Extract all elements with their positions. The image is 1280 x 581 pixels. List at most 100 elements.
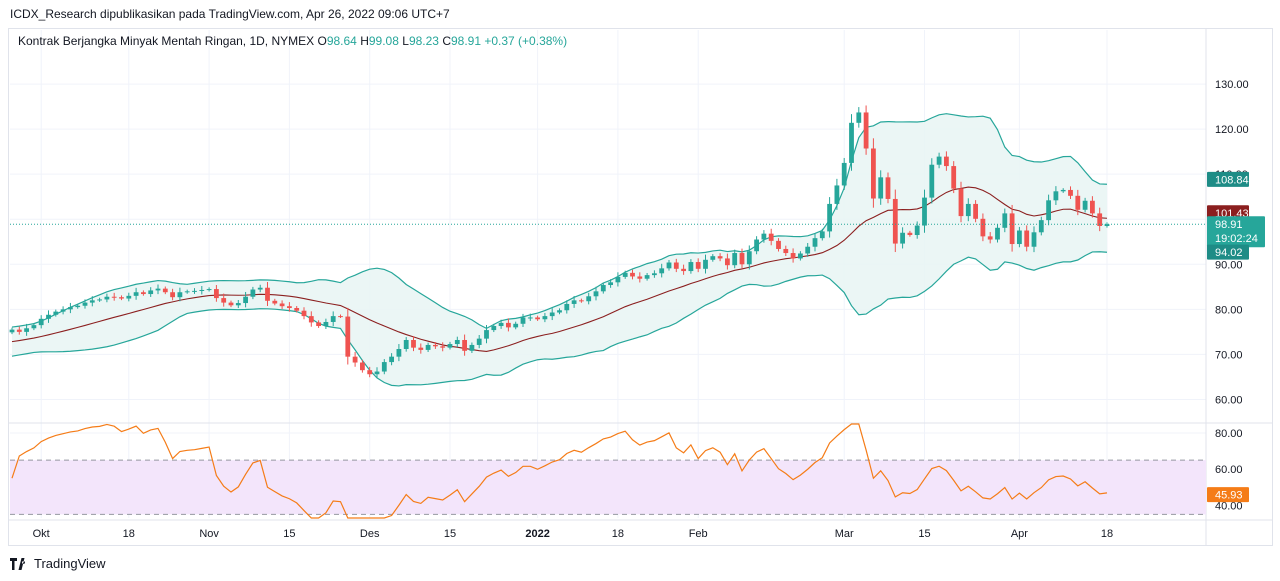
candle[interactable] [111, 292, 117, 301]
candle[interactable] [425, 342, 431, 352]
candle[interactable] [630, 269, 635, 280]
candle[interactable] [1082, 197, 1088, 213]
candle[interactable] [936, 152, 942, 169]
candle[interactable] [798, 251, 803, 261]
candle[interactable] [330, 311, 336, 327]
candle[interactable] [878, 170, 884, 205]
symbol-legend[interactable]: Kontrak Berjangka Minyak Mentah Ringan, … [18, 34, 567, 48]
candle[interactable] [462, 334, 467, 356]
candle[interactable] [535, 315, 540, 321]
candle[interactable] [666, 260, 672, 271]
candle[interactable] [119, 295, 124, 301]
candle[interactable] [16, 326, 22, 335]
candle[interactable] [761, 230, 767, 243]
candle[interactable] [491, 323, 497, 333]
candle[interactable] [885, 172, 891, 204]
candle[interactable] [637, 272, 643, 283]
candle[interactable] [484, 324, 489, 344]
candle[interactable] [345, 307, 351, 365]
candle[interactable] [367, 366, 373, 378]
candle[interactable] [1017, 226, 1022, 248]
candle[interactable] [812, 233, 818, 252]
candle[interactable] [316, 320, 321, 328]
candle[interactable] [199, 286, 205, 295]
time-axis[interactable]: Okt 18 Nov 15 Des 15 2022 18 Feb Mar 15 Apr 18 [33, 528, 1113, 540]
candle[interactable] [506, 318, 511, 332]
candle[interactable] [513, 321, 519, 330]
candle[interactable] [549, 308, 555, 321]
candle[interactable] [454, 336, 460, 348]
candle[interactable] [571, 295, 577, 308]
candle[interactable] [396, 344, 402, 362]
candle[interactable] [170, 288, 175, 301]
candle[interactable] [746, 245, 752, 270]
candle[interactable] [308, 311, 314, 327]
candle[interactable] [1060, 188, 1066, 193]
candle[interactable] [148, 287, 154, 297]
candle[interactable] [433, 342, 438, 349]
candle[interactable] [593, 286, 599, 301]
candle[interactable] [279, 300, 285, 310]
candle[interactable] [841, 157, 847, 190]
candle[interactable] [527, 313, 533, 321]
candle[interactable] [922, 189, 927, 233]
candle[interactable] [265, 281, 270, 307]
candle[interactable] [695, 258, 701, 273]
candle[interactable] [287, 302, 292, 312]
candle[interactable] [250, 286, 256, 300]
candle[interactable] [564, 300, 570, 314]
candle[interactable] [24, 323, 29, 336]
candle[interactable] [644, 272, 650, 281]
candle[interactable] [520, 313, 526, 328]
candle[interactable] [82, 299, 88, 309]
candle[interactable] [257, 284, 263, 293]
candle[interactable] [600, 282, 606, 294]
candle[interactable] [381, 359, 387, 375]
candle[interactable] [958, 181, 964, 223]
candle[interactable] [75, 303, 81, 309]
candle[interactable] [476, 334, 482, 349]
candle[interactable] [995, 224, 1000, 243]
candle[interactable] [717, 253, 723, 262]
candle[interactable] [1104, 222, 1110, 228]
candle[interactable] [914, 221, 920, 239]
candle[interactable] [907, 230, 913, 237]
candle[interactable] [360, 359, 365, 373]
candle[interactable] [447, 341, 453, 350]
candle[interactable] [68, 302, 73, 314]
candle[interactable] [374, 367, 380, 379]
candle[interactable] [849, 114, 854, 171]
candle[interactable] [243, 291, 248, 308]
candle[interactable] [1031, 226, 1037, 253]
candle[interactable] [615, 272, 621, 287]
candle[interactable] [557, 308, 562, 315]
candle[interactable] [980, 213, 986, 242]
candle[interactable] [819, 228, 825, 241]
candle[interactable] [1009, 204, 1015, 252]
candle[interactable] [126, 292, 132, 302]
candle[interactable] [53, 309, 59, 317]
candle[interactable] [192, 288, 197, 294]
candle[interactable] [177, 287, 183, 302]
candle[interactable] [973, 200, 978, 223]
candle[interactable] [498, 319, 504, 329]
candle[interactable] [754, 236, 759, 255]
candle[interactable] [951, 161, 957, 194]
candle[interactable] [60, 306, 66, 315]
candle[interactable] [31, 323, 37, 331]
candle[interactable] [162, 286, 168, 295]
candle[interactable] [352, 351, 358, 367]
tradingview-footer[interactable]: TradingView [10, 553, 106, 575]
candle[interactable] [652, 270, 657, 278]
candle[interactable] [586, 292, 592, 305]
candle[interactable] [673, 258, 679, 273]
candle[interactable] [710, 254, 716, 262]
candle[interactable] [294, 306, 300, 313]
candle[interactable] [965, 198, 971, 222]
candle[interactable] [768, 228, 774, 246]
candle[interactable] [892, 189, 898, 253]
candle[interactable] [206, 287, 212, 292]
candle[interactable] [834, 178, 840, 210]
candle[interactable] [104, 293, 110, 303]
candle[interactable] [1024, 225, 1030, 252]
